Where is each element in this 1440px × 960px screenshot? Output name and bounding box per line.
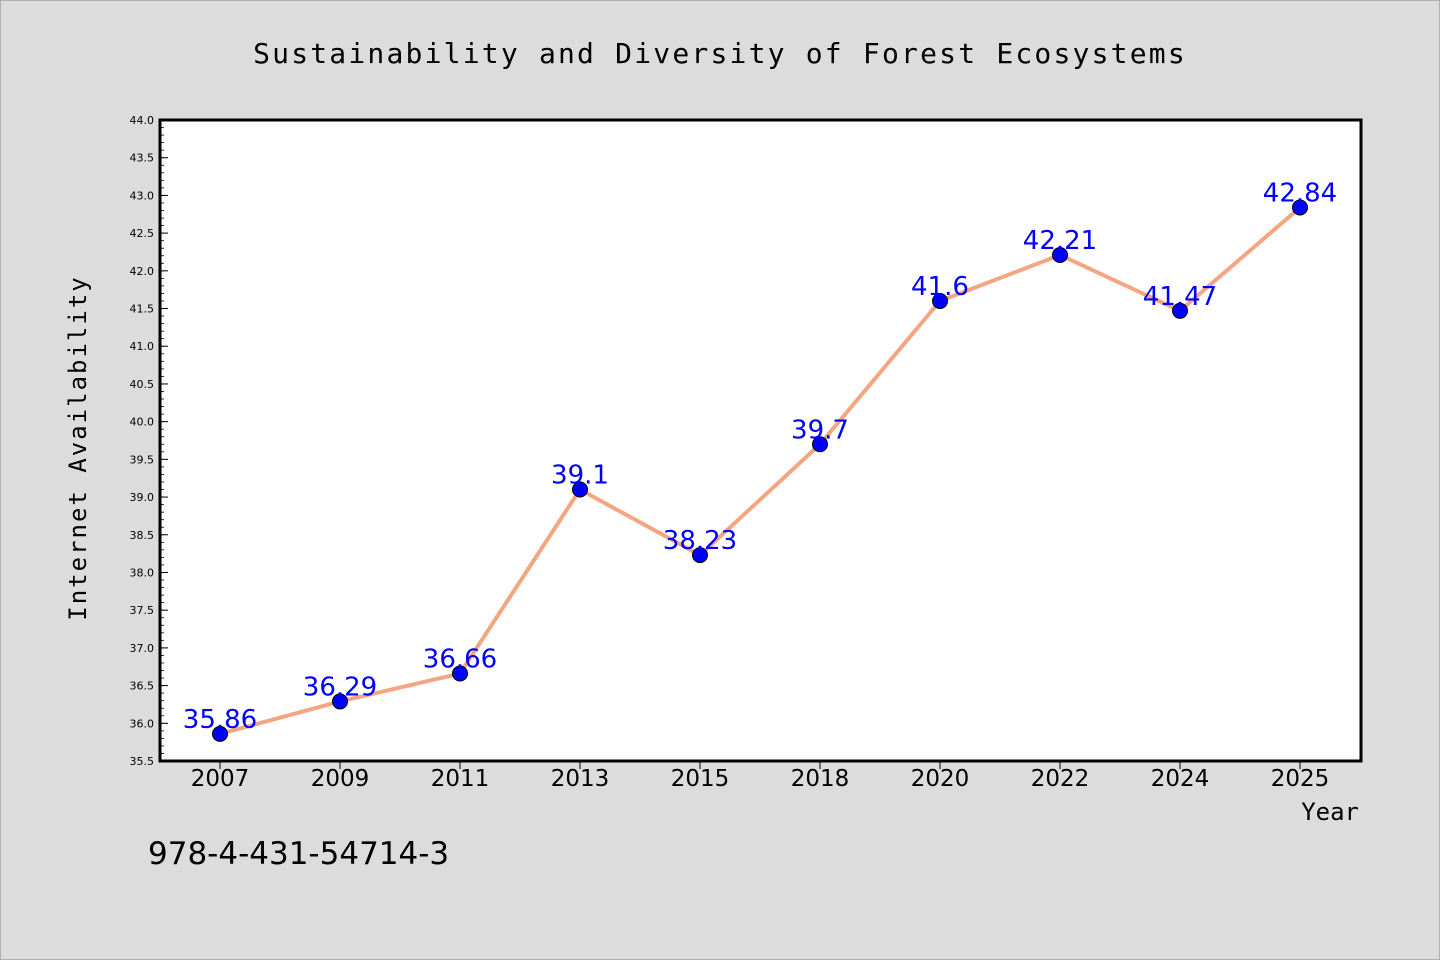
data-point-layer — [212, 199, 1308, 742]
data-label: 42.21 — [1023, 226, 1097, 256]
data-label: 41.47 — [1143, 282, 1217, 312]
x-tick-label: 2024 — [1151, 766, 1210, 792]
data-label: 35.86 — [183, 705, 257, 735]
chart-title: Sustainability and Diversity of Forest E… — [253, 37, 1187, 70]
x-axis: 2007 2009 2011 2013 2015 2018 2020 2022 2024 2025 — [191, 761, 1330, 792]
data-point — [1292, 199, 1308, 216]
y-tick-label: 43.5 — [130, 152, 155, 165]
x-axis-label: Year — [1301, 798, 1359, 826]
y-tick-label: 38.0 — [130, 566, 155, 579]
data-label: 36.66 — [423, 645, 497, 675]
y-tick-label: 44.0 — [130, 114, 155, 127]
series-line-layer — [219, 205, 1302, 736]
y-axis: 35.5 36.0 36.5 37.0 37.5 38.0 38.5 39.0 39.5 40.0… — [130, 114, 168, 768]
y-tick-label: 35.5 — [130, 755, 155, 768]
data-point — [932, 292, 948, 309]
data-label: 39.7 — [791, 415, 849, 445]
data-point — [692, 547, 708, 564]
y-tick-label: 36.5 — [130, 680, 155, 693]
y-tick-label: 36.0 — [130, 717, 155, 730]
x-tick-label: 2015 — [671, 766, 730, 792]
data-label: 42.84 — [1263, 178, 1337, 208]
x-tick-label: 2025 — [1271, 766, 1330, 792]
data-point — [212, 725, 228, 742]
y-axis-label: Internet Availability — [64, 275, 92, 620]
y-tick-label: 43.0 — [130, 189, 155, 202]
x-tick-label: 2007 — [191, 766, 250, 792]
y-tick-label: 40.0 — [130, 416, 155, 429]
data-label: 41.6 — [911, 272, 969, 302]
y-tick-label: 38.5 — [130, 529, 155, 542]
x-tick-label: 2022 — [1031, 766, 1090, 792]
y-tick-label: 40.5 — [130, 378, 155, 391]
data-point — [572, 481, 588, 498]
data-label: 38.23 — [663, 526, 737, 556]
data-label-layer: 35.86 36.29 36.66 39.1 38.23 39.7 41.6 42.21 41.… — [183, 178, 1337, 734]
x-tick-label: 2011 — [431, 766, 490, 792]
x-tick-label: 2018 — [791, 766, 850, 792]
y-tick-label: 37.5 — [130, 604, 155, 617]
series-line — [219, 205, 1302, 736]
data-point — [1052, 246, 1068, 263]
data-point — [332, 693, 348, 710]
data-label: 36.29 — [303, 672, 377, 702]
footer-id-text: 978-4-431-54714-3 — [148, 836, 449, 872]
data-label: 39.1 — [551, 461, 609, 491]
x-tick-label: 2013 — [551, 766, 610, 792]
y-tick-label: 37.0 — [130, 642, 155, 655]
y-tick-label: 39.0 — [130, 491, 155, 504]
data-point — [812, 436, 828, 453]
y-tick-label: 41.0 — [130, 340, 155, 353]
x-tick-label: 2020 — [911, 766, 970, 792]
data-point — [452, 665, 468, 682]
y-tick-label: 42.5 — [130, 227, 155, 240]
y-tick-label: 39.5 — [130, 453, 155, 466]
data-point — [1172, 302, 1188, 319]
plot-area — [158, 118, 1363, 763]
x-tick-label: 2009 — [311, 766, 370, 792]
y-tick-label: 41.5 — [130, 303, 155, 316]
y-tick-label: 42.0 — [130, 265, 155, 278]
